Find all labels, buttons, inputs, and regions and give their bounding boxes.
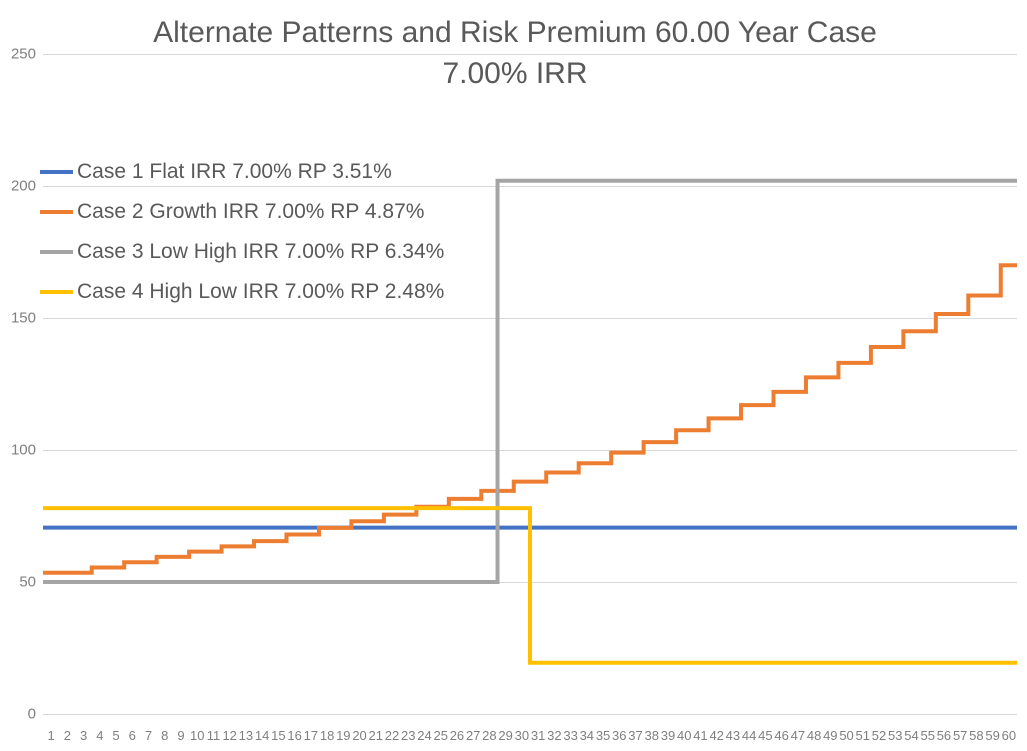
y-tick-label-250: 250 (10, 45, 36, 63)
gridline-0 (43, 714, 1017, 715)
legend-item-2[interactable]: Case 2 Growth IRR 7.00% RP 4.87% (40, 192, 470, 232)
x-tick-label-8: 8 (161, 728, 169, 743)
x-tick-label-33: 33 (563, 728, 578, 743)
x-tick-label-49: 49 (823, 728, 838, 743)
legend-swatch-icon-2 (40, 210, 73, 214)
x-tick-label-11: 11 (206, 728, 221, 743)
x-tick-label-54: 54 (904, 728, 919, 743)
x-tick-label-17: 17 (303, 728, 319, 743)
series-line-2 (43, 265, 1017, 573)
x-tick-label-38: 38 (644, 728, 659, 743)
x-tick-label-15: 15 (271, 728, 286, 743)
x-tick-label-57: 57 (952, 728, 968, 743)
legend-swatch-icon-4 (40, 290, 73, 294)
x-tick-label-59: 59 (985, 728, 1000, 743)
x-tick-label-2: 2 (63, 728, 71, 743)
x-tick-label-45: 45 (758, 728, 773, 743)
plot-area: 0 50 100 150 200 250 (11, 46, 1017, 723)
x-axis: 1 2 3 4 5 6 7 8 9 10 11 12 13 14 15 16 17 18 19 20 21 22 23 24 2… (43, 716, 1017, 751)
y-tick-label-0: 0 (27, 705, 36, 723)
legend-item-1[interactable]: Case 1 Flat IRR 7.00% RP 3.51% (40, 152, 470, 192)
x-tick-label-43: 43 (725, 728, 741, 743)
x-tick-label-7: 7 (144, 728, 153, 743)
x-tick-label-53: 53 (888, 728, 903, 743)
y-tick-label-200: 200 (10, 177, 36, 195)
x-tick-label-40: 40 (676, 728, 692, 743)
legend-item-3[interactable]: Case 3 Low High IRR 7.00% RP 6.34% (40, 232, 470, 272)
x-tick-label-9: 9 (177, 728, 185, 743)
x-tick-label-24: 24 (417, 728, 432, 743)
x-tick-label-23: 23 (401, 728, 416, 743)
x-tick-label-16: 16 (287, 728, 302, 743)
x-tick-label-29: 29 (498, 728, 513, 743)
x-tick-label-39: 39 (660, 728, 676, 743)
x-tick-label-10: 10 (189, 728, 205, 743)
x-tick-label-13: 13 (238, 728, 254, 743)
x-tick-label-48: 48 (806, 728, 822, 743)
legend-item-4[interactable]: Case 4 High Low IRR 7.00% RP 2.48% (40, 272, 470, 312)
x-tick-label-51: 51 (855, 728, 871, 743)
x-tick-label-60: 60 (1001, 728, 1017, 743)
legend-swatch-icon-1 (40, 170, 73, 174)
x-tick-label-4: 4 (96, 728, 104, 743)
y-tick-label-100: 100 (10, 441, 36, 459)
gridline-100 (43, 450, 1017, 451)
x-tick-label-32: 32 (547, 728, 562, 743)
x-tick-label-44: 44 (741, 728, 757, 743)
chart-title: Alternate Patterns and Risk Premium 60.0… (153, 16, 877, 90)
x-tick-label-12: 12 (222, 728, 237, 743)
x-tick-label-6: 6 (128, 728, 136, 743)
x-tick-label-58: 58 (969, 728, 984, 743)
series-line-3 (43, 181, 1017, 582)
x-tick-label-37: 37 (628, 728, 643, 743)
x-tick-label-35: 35 (595, 728, 611, 743)
x-tick-label-50: 50 (839, 728, 854, 743)
legend-swatch-icon-3 (40, 250, 73, 254)
x-tick-label-27: 27 (465, 728, 481, 743)
x-tick-label-5: 5 (112, 728, 120, 743)
chart-legend: Case 1 Flat IRR 7.00% RP 3.51% Case 2 Gro… (40, 152, 470, 312)
legend-label-4: Case 4 High Low IRR 7.00% RP 2.48% (77, 280, 445, 303)
gridline-250 (43, 54, 1017, 55)
x-tick-label-42: 42 (709, 728, 724, 743)
legend-label-1: Case 1 Flat IRR 7.00% RP 3.51% (77, 160, 392, 183)
x-tick-label-1: 1 (47, 728, 55, 743)
x-tick-label-36: 36 (612, 728, 627, 743)
legend-label-2: Case 2 Growth IRR 7.00% RP 4.87% (77, 200, 425, 223)
x-tick-label-19: 19 (336, 728, 351, 743)
series-plot (43, 54, 1017, 714)
x-tick-label-52: 52 (871, 728, 887, 743)
x-tick-label-34: 34 (579, 728, 595, 743)
x-tick-label-31: 31 (530, 728, 546, 743)
legend-label-3: Case 3 Low High IRR 7.00% RP 6.34% (77, 240, 445, 263)
x-tick-label-30: 30 (514, 728, 530, 743)
x-tick-label-20: 20 (352, 728, 367, 743)
x-tick-label-18: 18 (319, 728, 335, 743)
x-tick-label-14: 14 (254, 728, 270, 743)
x-tick-label-46: 46 (774, 728, 789, 743)
x-tick-label-3: 3 (79, 728, 88, 743)
x-tick-label-25: 25 (433, 728, 448, 743)
x-tick-label-26: 26 (449, 728, 465, 743)
x-tick-label-56: 56 (936, 728, 952, 743)
x-tick-label-21: 21 (368, 728, 384, 743)
gridline-200 (43, 186, 1017, 187)
x-tick-label-47: 47 (790, 728, 806, 743)
gridline-150 (43, 318, 1017, 319)
series-line-4 (43, 508, 1017, 663)
y-tick-label-50: 50 (19, 573, 36, 591)
y-tick-label-150: 150 (10, 309, 36, 327)
x-tick-label-22: 22 (384, 728, 400, 743)
x-tick-label-28: 28 (482, 728, 497, 743)
x-tick-label-41: 41 (693, 728, 708, 743)
x-tick-label-55: 55 (920, 728, 935, 743)
